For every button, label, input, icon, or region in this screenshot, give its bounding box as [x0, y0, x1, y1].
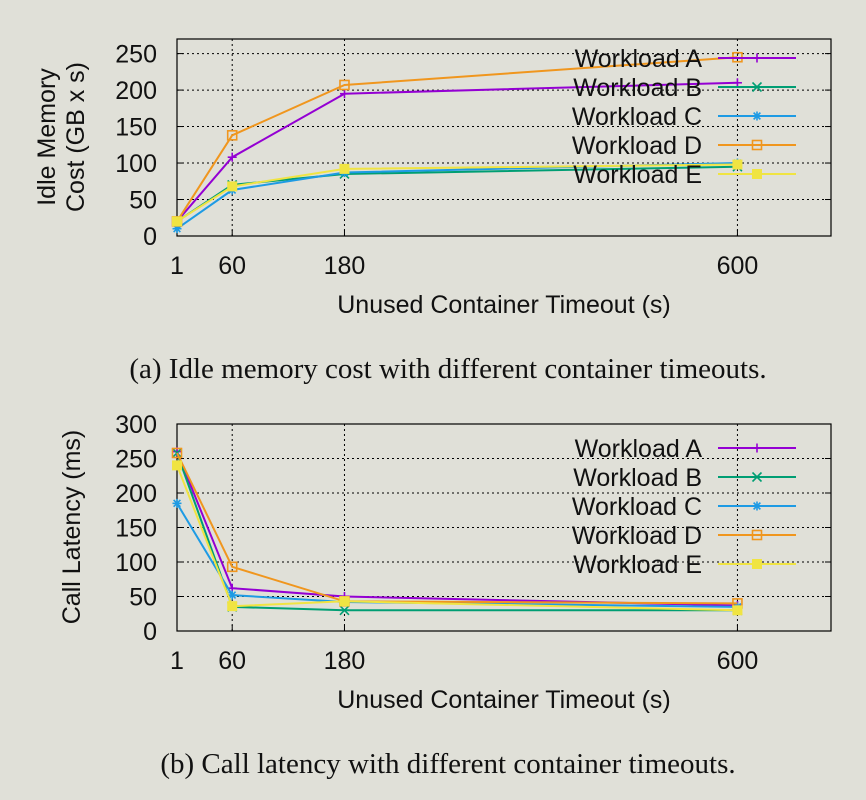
x-ticks-a: 1 60 180 600 [170, 230, 758, 280]
x-tick-label: 180 [324, 647, 366, 675]
legend-label: Workload C [572, 493, 702, 521]
legend-label: Workload E [573, 161, 702, 189]
legend-label: Workload A [575, 45, 703, 73]
legend-marker [752, 111, 762, 121]
grid-a [177, 39, 831, 236]
y-tick-label: 150 [115, 114, 157, 142]
data-point [226, 130, 238, 141]
series-line-workload-d [176, 56, 738, 222]
legend-marker [752, 559, 762, 569]
data-point [172, 498, 182, 508]
y-tick-label: 0 [143, 618, 157, 646]
legend-label: Workload A [575, 435, 703, 463]
data-point [227, 152, 237, 162]
caption-a: (a) Idle memory cost with different cont… [129, 353, 766, 385]
data-point [339, 89, 349, 99]
data-point [172, 460, 182, 471]
y-ticks-a: 0 50 100 150 200 250 [115, 41, 831, 251]
series-b [171, 447, 743, 616]
y-tick-label: 50 [129, 187, 157, 215]
series-line-workload-d [176, 452, 738, 605]
series-line-workload-c [176, 502, 738, 608]
y-tick-label: 200 [115, 77, 157, 105]
x-tick-label: 60 [218, 647, 246, 675]
legend-label: Workload B [573, 464, 702, 492]
y-ticks-b: 0 50 100 150 200 250 300 [115, 411, 831, 646]
x-axis-title-b: Unused Container Timeout (s) [337, 686, 670, 714]
data-point [227, 601, 238, 612]
x-tick-label: 180 [324, 252, 366, 280]
x-tick-label: 600 [717, 252, 759, 280]
data-point [171, 447, 183, 459]
data-point [339, 605, 350, 616]
legend-marker [751, 471, 763, 483]
legend-label: Workload B [573, 74, 702, 102]
series-a [171, 51, 743, 234]
legend-label: Workload E [573, 551, 702, 579]
data-point [732, 159, 743, 170]
data-point [172, 216, 182, 227]
y-axis-title-a-line2: Cost (GB x s) [62, 62, 90, 212]
x-tick-label: 1 [170, 647, 184, 675]
series-line-workload-e [176, 465, 738, 612]
data-point [732, 78, 742, 88]
series-line-workload-b [176, 452, 738, 612]
y-tick-label: 0 [143, 223, 157, 251]
y-tick-label: 100 [115, 150, 157, 178]
legend-marker [752, 169, 762, 179]
data-point [339, 596, 350, 607]
y-tick-label: 100 [115, 549, 157, 577]
x-axis-title-a: Unused Container Timeout (s) [337, 291, 670, 319]
series-line-workload-c [176, 162, 738, 230]
legend-marker [752, 501, 762, 511]
x-ticks-b: 1 60 180 600 [170, 625, 758, 675]
data-point [171, 447, 183, 459]
series-line-workload-e [176, 163, 738, 223]
x-tick-label: 600 [717, 647, 759, 675]
plot-frame-a [176, 38, 832, 237]
series-line-workload-a [176, 451, 738, 607]
y-tick-label: 250 [115, 41, 157, 69]
y-tick-label: 150 [115, 515, 157, 543]
legend-marker [751, 529, 763, 541]
data-point [339, 163, 350, 174]
data-point [227, 590, 237, 600]
legend-marker [751, 81, 763, 93]
y-tick-label: 250 [115, 446, 157, 474]
data-point [227, 181, 238, 192]
x-tick-label: 60 [218, 252, 246, 280]
legend-label: Workload D [572, 132, 702, 160]
caption-b: (b) Call latency with different containe… [160, 748, 735, 780]
x-tick-label: 1 [170, 252, 184, 280]
legend-marker [752, 443, 762, 453]
legend-marker [751, 139, 763, 151]
y-axis-title-b: Call Latency (ms) [58, 430, 86, 625]
series-line-workload-a [176, 81, 738, 223]
data-point [339, 79, 350, 91]
data-point [732, 605, 743, 616]
y-axis-title-a-line1: Idle Memory [33, 68, 61, 206]
legend-label: Workload C [572, 103, 702, 131]
legend-marker [752, 53, 762, 63]
y-tick-label: 200 [115, 480, 157, 508]
y-tick-label: 300 [115, 411, 157, 439]
data-point [226, 561, 238, 573]
legend-label: Workload D [572, 522, 702, 550]
y-tick-label: 50 [129, 584, 157, 612]
